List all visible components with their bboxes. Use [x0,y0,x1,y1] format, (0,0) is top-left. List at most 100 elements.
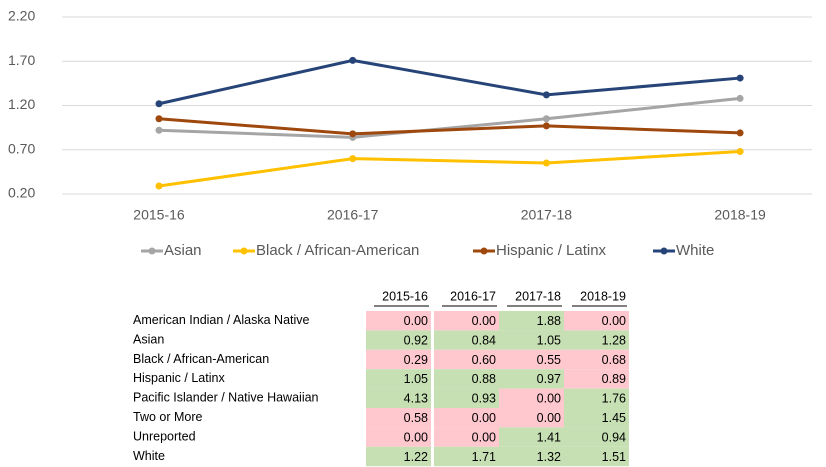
cell-fill [366,388,431,408]
cell-fill [564,427,629,447]
cell-value: 0.94 [602,430,626,444]
legend-marker [148,247,156,255]
row-label: White [133,449,165,463]
marker [736,94,744,102]
series-line [158,96,741,139]
marker [155,126,163,134]
series-line [158,150,741,188]
marker [155,100,163,108]
cell-fill [366,427,431,447]
legend-label: White [676,242,714,259]
cell-value: 1.71 [472,450,496,464]
cell-value: 0.68 [602,353,626,367]
cell-fill [499,408,564,428]
cell-fill [564,446,629,467]
cell-value: 1.41 [537,430,561,444]
y-tick-label: 1.20 [8,96,35,112]
cell-value: 0.92 [404,333,428,347]
cell-value: 0.84 [472,333,496,347]
legend-marker [660,247,668,255]
cell-fill [366,311,431,331]
cell-fill [499,311,564,331]
cell-value: 0.93 [472,392,496,406]
marker [349,155,357,163]
legend-label: Asian [164,242,202,259]
row-label: Unreported [133,429,196,443]
legend-marker [480,247,488,255]
marker [349,130,357,138]
cell-fill [366,446,431,467]
y-tick-label: 0.20 [8,185,35,201]
legend-label: Black / African-American [256,242,419,259]
cell-fill [366,369,431,389]
cell-fill [434,446,499,467]
cell-value: 0.55 [537,353,561,367]
x-tick-label: 2015-16 [133,207,185,223]
y-tick-label: 2.20 [8,8,35,24]
row-label: Asian [133,332,164,346]
cell-fill [434,369,499,389]
marker [542,115,550,123]
cell-value: 0.58 [404,411,428,425]
cell-fill [499,330,564,350]
y-tick-label: 0.70 [8,140,35,156]
legend-marker [240,247,248,255]
legend-label: Hispanic / Latinx [496,242,607,259]
cell-value: 0.00 [472,411,496,425]
marker [542,122,550,130]
cell-fill [434,408,499,428]
cell-fill [499,427,564,447]
marker [542,91,550,99]
cell-fill [434,311,499,331]
marker [155,182,163,190]
row-label: Two or More [133,410,203,424]
table-header: 2017-18 [515,289,561,303]
cell-value: 0.00 [602,314,626,328]
cell-value: 1.05 [404,372,428,386]
cell-fill [499,388,564,408]
cell-value: 0.00 [472,430,496,444]
cell-value: 0.29 [404,353,428,367]
marker [155,115,163,123]
cell-value: 0.00 [537,392,561,406]
cell-value: 0.00 [472,314,496,328]
cell-fill [564,369,629,389]
cell-fill [434,349,499,370]
cell-value: 0.00 [404,314,428,328]
x-tick-label: 2018-19 [714,207,766,223]
cell-value: 1.51 [602,450,626,464]
row-label: Black / African-American [133,352,269,366]
cell-fill [434,330,499,350]
cell-value: 0.89 [602,372,626,386]
marker [349,56,357,64]
cell-fill [564,349,629,370]
row-label: Pacific Islander / Native Hawaiian [133,391,319,405]
cell-fill [366,349,431,370]
cell-value: 1.76 [602,392,626,406]
cell-value: 0.97 [537,372,561,386]
x-tick-label: 2017-18 [521,207,573,223]
cell-value: 0.60 [472,353,496,367]
cell-fill [434,427,499,447]
cell-fill [366,408,431,428]
cell-fill [564,388,629,408]
x-tick-label: 2016-17 [327,207,379,223]
cell-fill [564,311,629,331]
table-header: 2018-19 [580,289,626,303]
marker [542,159,550,167]
cell-value: 1.88 [537,314,561,328]
row-label: Hispanic / Latinx [133,371,225,385]
cell-value: 1.32 [537,450,561,464]
series-line [158,58,741,106]
cell-value: 1.22 [404,450,428,464]
cell-fill [564,330,629,350]
cell-value: 1.28 [602,333,626,347]
cell-value: 0.88 [472,372,496,386]
cell-value: 4.13 [404,392,428,406]
table-header: 2016-17 [450,289,496,303]
cell-value: 0.00 [537,411,561,425]
marker [736,129,744,137]
marker [736,148,744,156]
y-tick-label: 1.70 [8,52,35,68]
